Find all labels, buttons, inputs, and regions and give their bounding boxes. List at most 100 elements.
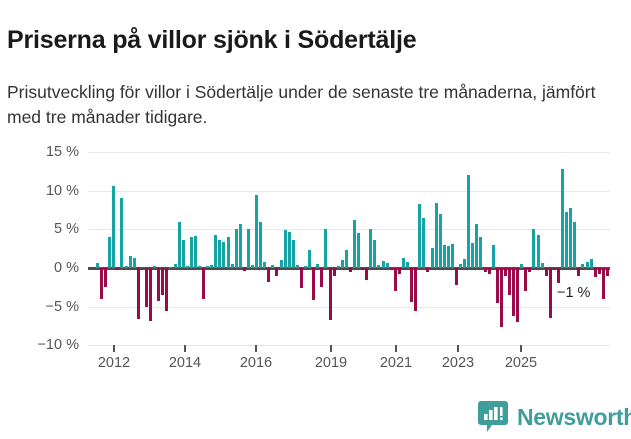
y-axis-tick-label: 10 % xyxy=(45,182,79,199)
bar xyxy=(430,247,434,268)
newsworthy-logo[interactable]: Newsworthy xyxy=(478,401,631,433)
bar xyxy=(210,264,214,268)
bar xyxy=(581,264,585,268)
bar xyxy=(605,268,609,276)
bar xyxy=(295,264,299,268)
bar xyxy=(157,268,161,301)
bar xyxy=(438,213,442,268)
bar xyxy=(234,229,238,268)
bar xyxy=(299,268,303,289)
bar xyxy=(153,265,157,268)
bar xyxy=(328,268,332,320)
bar xyxy=(573,221,577,268)
bar xyxy=(279,260,283,268)
bar xyxy=(540,263,544,268)
x-axis-tick xyxy=(330,345,332,352)
bar xyxy=(267,268,271,282)
bar xyxy=(238,223,242,268)
bar xyxy=(116,268,120,271)
bar xyxy=(434,202,438,268)
bar xyxy=(503,268,507,276)
bar xyxy=(222,242,226,268)
x-axis-tick-label: 2023 xyxy=(441,355,475,371)
bar xyxy=(149,268,153,322)
bar xyxy=(246,229,250,268)
bar xyxy=(593,268,597,278)
bar xyxy=(214,235,218,268)
bar xyxy=(454,268,458,286)
bar xyxy=(197,265,201,268)
bar xyxy=(561,168,565,268)
bar xyxy=(124,266,128,268)
bar xyxy=(312,268,316,300)
bar xyxy=(601,268,605,299)
bar xyxy=(316,264,320,268)
bar xyxy=(524,268,528,292)
bar xyxy=(467,175,471,268)
x-axis-tick-label: 2021 xyxy=(379,355,413,371)
bar xyxy=(528,268,532,272)
bar xyxy=(556,268,560,284)
bar xyxy=(348,268,352,272)
x-axis-tick-label: 2016 xyxy=(239,355,273,371)
bar xyxy=(332,268,336,276)
bar xyxy=(181,240,185,268)
bar xyxy=(373,240,377,268)
y-axis-tick-label: 5 % xyxy=(54,221,79,238)
bar xyxy=(446,245,450,268)
bar xyxy=(304,266,308,268)
bar xyxy=(177,222,181,268)
x-axis-line xyxy=(88,345,610,346)
bar xyxy=(165,268,169,311)
bar xyxy=(369,228,373,268)
bar xyxy=(218,240,222,268)
bar xyxy=(512,268,516,316)
logo-wordmark: Newsworthy xyxy=(517,403,631,430)
bar xyxy=(471,243,475,268)
page-title: Priserna på villor sjönk i Södertälje xyxy=(7,25,417,54)
bar xyxy=(495,268,499,303)
bar xyxy=(389,268,393,271)
bar xyxy=(552,268,556,271)
bar xyxy=(242,268,246,272)
gridline xyxy=(88,306,610,308)
bar xyxy=(487,268,491,275)
bar xyxy=(275,268,279,276)
x-axis-tick xyxy=(457,345,459,352)
y-axis-tick-label: 0 % xyxy=(54,260,79,276)
bar xyxy=(483,268,487,272)
bar xyxy=(499,268,503,327)
bar xyxy=(479,237,483,268)
bar xyxy=(548,268,552,319)
bar xyxy=(128,255,132,268)
bar-chart-speech-bubble-icon xyxy=(478,401,508,433)
bar xyxy=(450,244,454,268)
x-axis-tick xyxy=(113,345,115,352)
bar xyxy=(112,185,116,268)
gridline xyxy=(88,229,610,231)
bar xyxy=(263,261,267,268)
bar xyxy=(385,263,389,268)
bar xyxy=(491,244,495,268)
bar xyxy=(544,268,548,276)
gridline xyxy=(88,190,610,192)
bar xyxy=(287,232,291,268)
bar xyxy=(120,198,124,268)
bar xyxy=(344,250,348,268)
bar xyxy=(283,230,287,268)
bar xyxy=(173,264,177,268)
y-axis-tick-label: −10 % xyxy=(37,337,79,354)
bar xyxy=(161,268,165,296)
bar xyxy=(251,264,255,268)
bar xyxy=(230,264,234,268)
bar xyxy=(516,268,520,323)
bar xyxy=(597,268,601,275)
bar xyxy=(475,223,479,268)
x-axis-tick-label: 2014 xyxy=(168,355,202,371)
bar xyxy=(308,250,312,268)
x-axis-tick-label: 2025 xyxy=(504,355,538,371)
bar xyxy=(442,244,446,268)
bar xyxy=(291,240,295,268)
bar xyxy=(585,261,589,268)
bar xyxy=(397,268,401,275)
